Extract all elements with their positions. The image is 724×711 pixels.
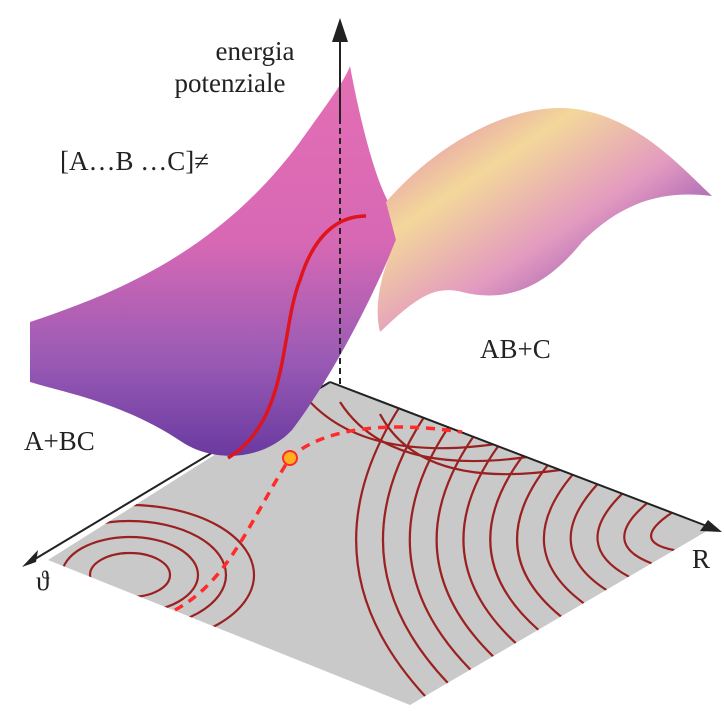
- transition-state-label: [A…B …C]≠: [60, 146, 209, 176]
- r-label: R: [692, 544, 710, 574]
- saddle-point: [283, 451, 297, 465]
- surface-right: [378, 108, 712, 332]
- energy-label: energia: [216, 36, 295, 66]
- products-label: AB+C: [480, 334, 551, 364]
- floor-plane: [48, 382, 712, 705]
- theta-label: ϑ: [36, 566, 50, 596]
- energy-arrow: [332, 18, 348, 42]
- energy-surface-diagram: energia potenziale [A…B …C]≠ AB+C A+BC ϑ…: [0, 0, 724, 711]
- reactants-label: A+BC: [24, 426, 95, 456]
- energy-label: potenziale: [175, 68, 286, 98]
- theta-arrow: [22, 550, 38, 567]
